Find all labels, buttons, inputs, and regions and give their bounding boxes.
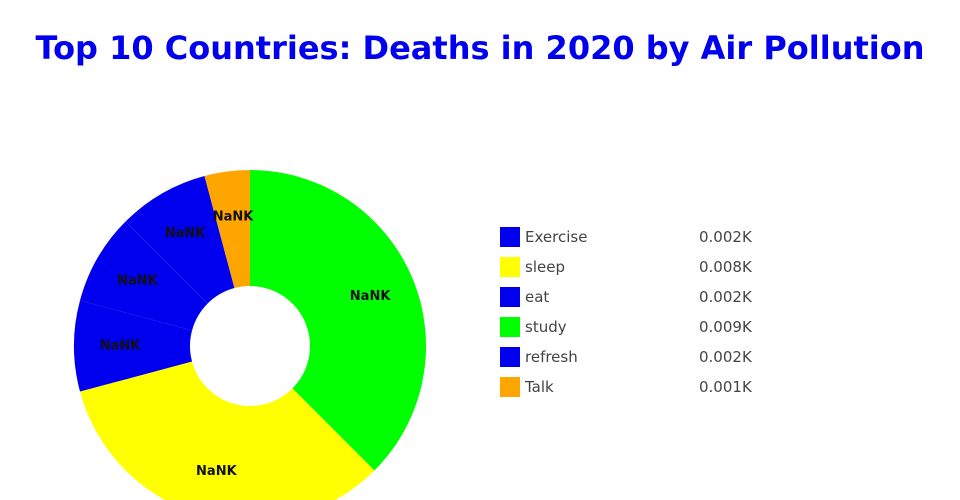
legend-value: 0.001K (699, 378, 752, 396)
legend-label: eat (525, 288, 550, 306)
slice-label-eat: NaNK (117, 274, 159, 289)
legend: Exercise 0.002K sleep 0.008K eat 0.002K study 0… (500, 226, 800, 406)
legend-swatch (500, 257, 520, 277)
legend-swatch (500, 227, 520, 247)
slice-sleep[interactable] (79, 361, 375, 500)
slice-label-study: NaNK (350, 289, 392, 304)
legend-value: 0.002K (699, 228, 752, 246)
legend-swatch (500, 377, 520, 397)
legend-swatch (500, 287, 520, 307)
legend-label: Exercise (525, 228, 588, 246)
legend-label: refresh (525, 348, 578, 366)
slice-talk[interactable] (204, 170, 250, 289)
legend-item-refresh[interactable]: refresh 0.002K (500, 346, 800, 376)
chart-title: Top 10 Countries: Deaths in 2020 by Air … (35, 29, 925, 67)
slice-label-exercise: NaNK (100, 339, 142, 354)
slice-label-talk: NaNK (213, 210, 255, 225)
legend-label: Talk (525, 378, 554, 396)
legend-swatch (500, 347, 520, 367)
legend-item-sleep[interactable]: sleep 0.008K (500, 256, 800, 286)
legend-label: sleep (525, 258, 565, 276)
legend-value: 0.009K (699, 318, 752, 336)
legend-item-exercise[interactable]: Exercise 0.002K (500, 226, 800, 256)
legend-value: 0.002K (699, 348, 752, 366)
legend-value: 0.008K (699, 258, 752, 276)
slice-label-sleep: NaNK (196, 464, 238, 479)
legend-swatch (500, 317, 520, 337)
legend-item-study[interactable]: study 0.009K (500, 316, 800, 346)
slice-study[interactable] (250, 170, 427, 471)
legend-item-talk[interactable]: Talk 0.001K (500, 376, 800, 406)
slices-group (74, 170, 427, 500)
slice-label-refresh: NaNK (165, 226, 207, 241)
slice-eat[interactable] (79, 221, 208, 331)
slice-exercise[interactable] (74, 300, 193, 392)
slice-refresh[interactable] (125, 175, 235, 304)
legend-label: study (525, 318, 567, 336)
legend-value: 0.002K (699, 288, 752, 306)
legend-item-eat[interactable]: eat 0.002K (500, 286, 800, 316)
slice-labels-group: NaNK NaNK NaNK NaNK NaNK NaNK (100, 210, 392, 479)
